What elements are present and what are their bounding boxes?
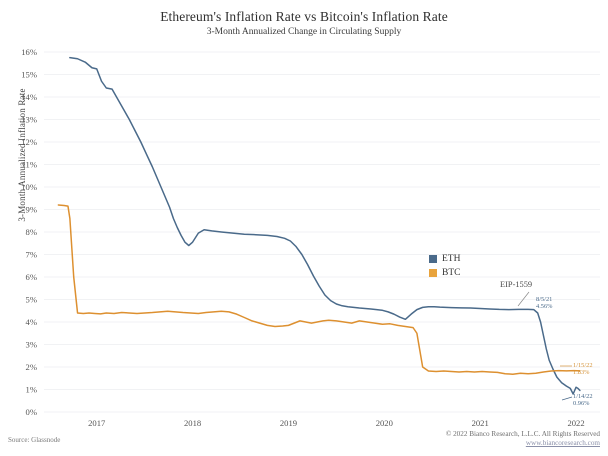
annotation-btc-end-date: 1/15/22 <box>573 362 593 369</box>
legend-item-eth[interactable]: ETH <box>429 253 460 265</box>
chart-subtitle: 3-Month Annualized Change in Circulating… <box>206 27 402 37</box>
x-axis-tick: 2021 <box>472 418 489 428</box>
series-line-eth <box>69 56 581 395</box>
legend-swatch-btc <box>429 269 437 277</box>
x-axis-tick: 2017 <box>88 418 106 428</box>
annotation-btc-end-value: 1.83% <box>573 369 590 376</box>
y-axis-tick: 12% <box>21 137 37 147</box>
annotation-eth-eip-date: 8/5/21 <box>536 296 553 303</box>
annotation-eth-end-value: 0.96% <box>573 400 590 407</box>
y-axis-tick: 2% <box>26 362 37 372</box>
y-axis-tick: 14% <box>21 92 37 102</box>
y-axis-tick: 15% <box>21 70 37 80</box>
y-axis-tick: 6% <box>26 272 37 282</box>
y-axis-tick: 11% <box>22 160 37 170</box>
copyright-block: © 2022 Bianco Research, L.L.C. All Right… <box>446 430 600 447</box>
y-axis-tick: 0% <box>26 407 37 417</box>
x-axis-tick: 2018 <box>184 418 201 428</box>
y-axis-tick: 10% <box>21 182 37 192</box>
y-axis-tick: 9% <box>26 205 37 215</box>
chart-title: Ethereum's Inflation Rate vs Bitcoin's I… <box>160 9 448 24</box>
legend-swatch-eth <box>429 255 437 263</box>
series-line-btc <box>57 204 581 375</box>
y-axis-tick: 7% <box>26 250 37 260</box>
annotation-btc-endpoint: 1/15/22 1.83% <box>573 362 593 376</box>
legend-item-btc[interactable]: BTC <box>429 267 460 279</box>
y-axis-tick: 13% <box>21 115 37 125</box>
copyright-text: © 2022 Bianco Research, L.L.C. All Right… <box>445 430 600 438</box>
legend-label-eth: ETH <box>442 254 461 264</box>
y-axis-tick: 8% <box>26 227 37 237</box>
y-axis-tick: 16% <box>21 47 37 57</box>
x-axis-tick: 2022 <box>567 418 584 428</box>
leader-eth-endpoint <box>561 396 573 401</box>
annotation-eth-end-date: 1/14/22 <box>573 393 593 400</box>
legend-label-btc: BTC <box>442 268 461 278</box>
leader-eip-1559 <box>517 291 530 307</box>
y-axis-tick: 3% <box>26 340 37 350</box>
annotation-eip-1559: EIP-1559 <box>500 280 533 289</box>
y-axis-tick: 5% <box>26 295 37 305</box>
chart-legend: ETH BTC <box>429 253 460 281</box>
annotation-eth-eip-point: 8/5/21 4.56% <box>536 296 553 310</box>
x-axis-tick: 2020 <box>376 418 393 428</box>
annotation-eth-eip-value: 4.56% <box>536 303 553 310</box>
source-label: Source: Glassnode <box>8 436 61 444</box>
y-axis-tick: 4% <box>26 317 37 327</box>
annotation-eth-endpoint: 1/14/22 0.96% <box>573 393 593 407</box>
website-link[interactable]: www.biancoresearch.com <box>525 439 600 447</box>
y-axis-tick: 1% <box>26 385 37 395</box>
x-axis-tick: 2019 <box>280 418 297 428</box>
